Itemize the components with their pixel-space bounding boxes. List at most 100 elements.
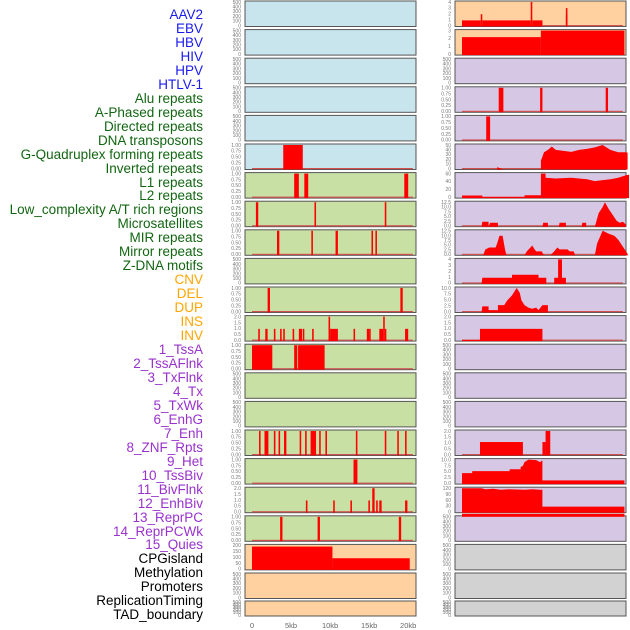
track-label: 9_Het: [166, 453, 203, 469]
y-tick-label: 1: [448, 17, 451, 23]
y-tick-label: 1.00: [441, 86, 451, 92]
data-bar: [397, 431, 399, 456]
y-tick-label: 0.25: [441, 132, 451, 138]
data-bar: [486, 116, 491, 141]
panel-background: [244, 200, 417, 228]
track-panel-right-11: 0.00.51.01.52.0: [444, 314, 627, 344]
y-tick-label: 0: [238, 424, 241, 430]
x-tick-label: 0: [250, 621, 254, 630]
track-panel-left-15: 0.000.250.500.751.00: [231, 429, 417, 458]
data-bar: [294, 345, 298, 370]
track-panel-left-12: 0.000.250.500.751.00: [231, 343, 417, 373]
data-bar: [498, 87, 504, 113]
baseline: [252, 482, 413, 484]
y-tick-label: 400: [443, 602, 452, 608]
y-tick-label: 0.0: [444, 338, 451, 344]
y-tick-label: 500: [443, 572, 452, 578]
track-panel-left-10: 0.000.250.500.751.00: [231, 286, 417, 315]
track-label: 11_BivFlnk: [137, 481, 203, 497]
track-panel-right-7: 0.02.55.07.510.012.5: [441, 200, 627, 230]
y-tick-label: 500: [233, 86, 242, 92]
data-area: [483, 230, 629, 256]
track-label: Z-DNA motifs: [122, 258, 203, 274]
y-tick-label: 0.75: [231, 149, 241, 155]
y-tick-label: 0: [448, 52, 451, 58]
data-bar: [283, 145, 303, 170]
track-label: INV: [180, 328, 203, 344]
y-tick-label: 3: [448, 28, 451, 34]
track-label: L2 repeats: [139, 188, 203, 204]
y-tick-label: 0.00: [441, 138, 451, 144]
y-tick-label: 0.75: [231, 234, 241, 240]
track-label: DEL: [176, 286, 203, 302]
track-label: INS: [180, 314, 203, 330]
y-tick-label: 200: [233, 43, 242, 49]
y-tick-label: 200: [233, 608, 242, 614]
baseline: [252, 196, 413, 198]
y-tick-label: 200: [233, 543, 242, 549]
panel-background: [454, 400, 627, 428]
panel-background: [244, 86, 417, 113]
x-tick-label: 15kb: [361, 621, 377, 630]
y-tick-label: 300: [233, 267, 242, 273]
y-tick-label: 100: [233, 76, 242, 82]
track-label: HBV: [175, 34, 203, 50]
y-tick-label: 100: [233, 390, 242, 396]
track-label: ReplicationTiming: [96, 593, 203, 609]
panel-background: [244, 458, 417, 485]
y-tick-label: 0: [238, 138, 241, 144]
y-tick-label: 2.5: [444, 247, 451, 253]
data-bar: [542, 442, 546, 456]
panel-background: [454, 572, 627, 599]
y-tick-label: 40: [445, 179, 451, 185]
track-label: A-Phased repeats: [94, 104, 203, 120]
panel-background: [244, 229, 417, 256]
data-bar: [376, 500, 378, 513]
y-tick-label: 400: [233, 119, 242, 125]
track-panel-left-5: 0.000.250.500.751.00: [231, 143, 417, 172]
baseline: [252, 511, 413, 513]
y-tick-label: 300: [233, 581, 242, 587]
y-tick-label: 0: [238, 23, 241, 29]
y-tick-label: 0: [238, 567, 241, 573]
track-label: 14_ReprPCWk: [112, 523, 203, 539]
panel-background: [244, 572, 417, 599]
y-tick-label: 0.50: [231, 298, 241, 304]
y-tick-label: 2.0: [444, 314, 451, 320]
y-tick-label: 0.00: [231, 195, 241, 201]
y-tick-label: 0.5: [444, 446, 451, 452]
y-tick-label: 0: [238, 109, 241, 115]
baseline: [462, 110, 623, 112]
y-tick-label: 1.00: [231, 457, 241, 463]
track-label: 13_ReprPC: [132, 509, 203, 525]
data-bar: [462, 513, 625, 517]
track-label: 4_Tx: [172, 383, 203, 399]
data-bar: [304, 173, 309, 199]
y-tick-label: 400: [233, 262, 242, 268]
track-panel-left-8: 0.000.250.500.751.00: [231, 229, 417, 258]
data-bar: [462, 20, 481, 27]
track-label: Directed repeats: [103, 118, 203, 134]
panel-background: [244, 143, 417, 170]
panel-background: [244, 486, 417, 514]
track-label: 6_EnhG: [153, 411, 203, 427]
panel-background: [244, 257, 417, 285]
y-tick-label: 300: [443, 524, 452, 530]
y-tick-label: 200: [233, 414, 242, 420]
track-label: MIR repeats: [129, 230, 203, 246]
y-tick-label: 0.75: [441, 91, 451, 97]
data-bar: [319, 431, 321, 456]
track-label: L1 repeats: [139, 174, 203, 190]
y-tick-label: 300: [443, 381, 452, 387]
y-tick-label: 0.75: [231, 349, 241, 355]
y-tick-label: 300: [443, 410, 452, 416]
y-tick-label: 200: [233, 386, 242, 392]
track-label: 10_TssBiv: [141, 467, 203, 483]
